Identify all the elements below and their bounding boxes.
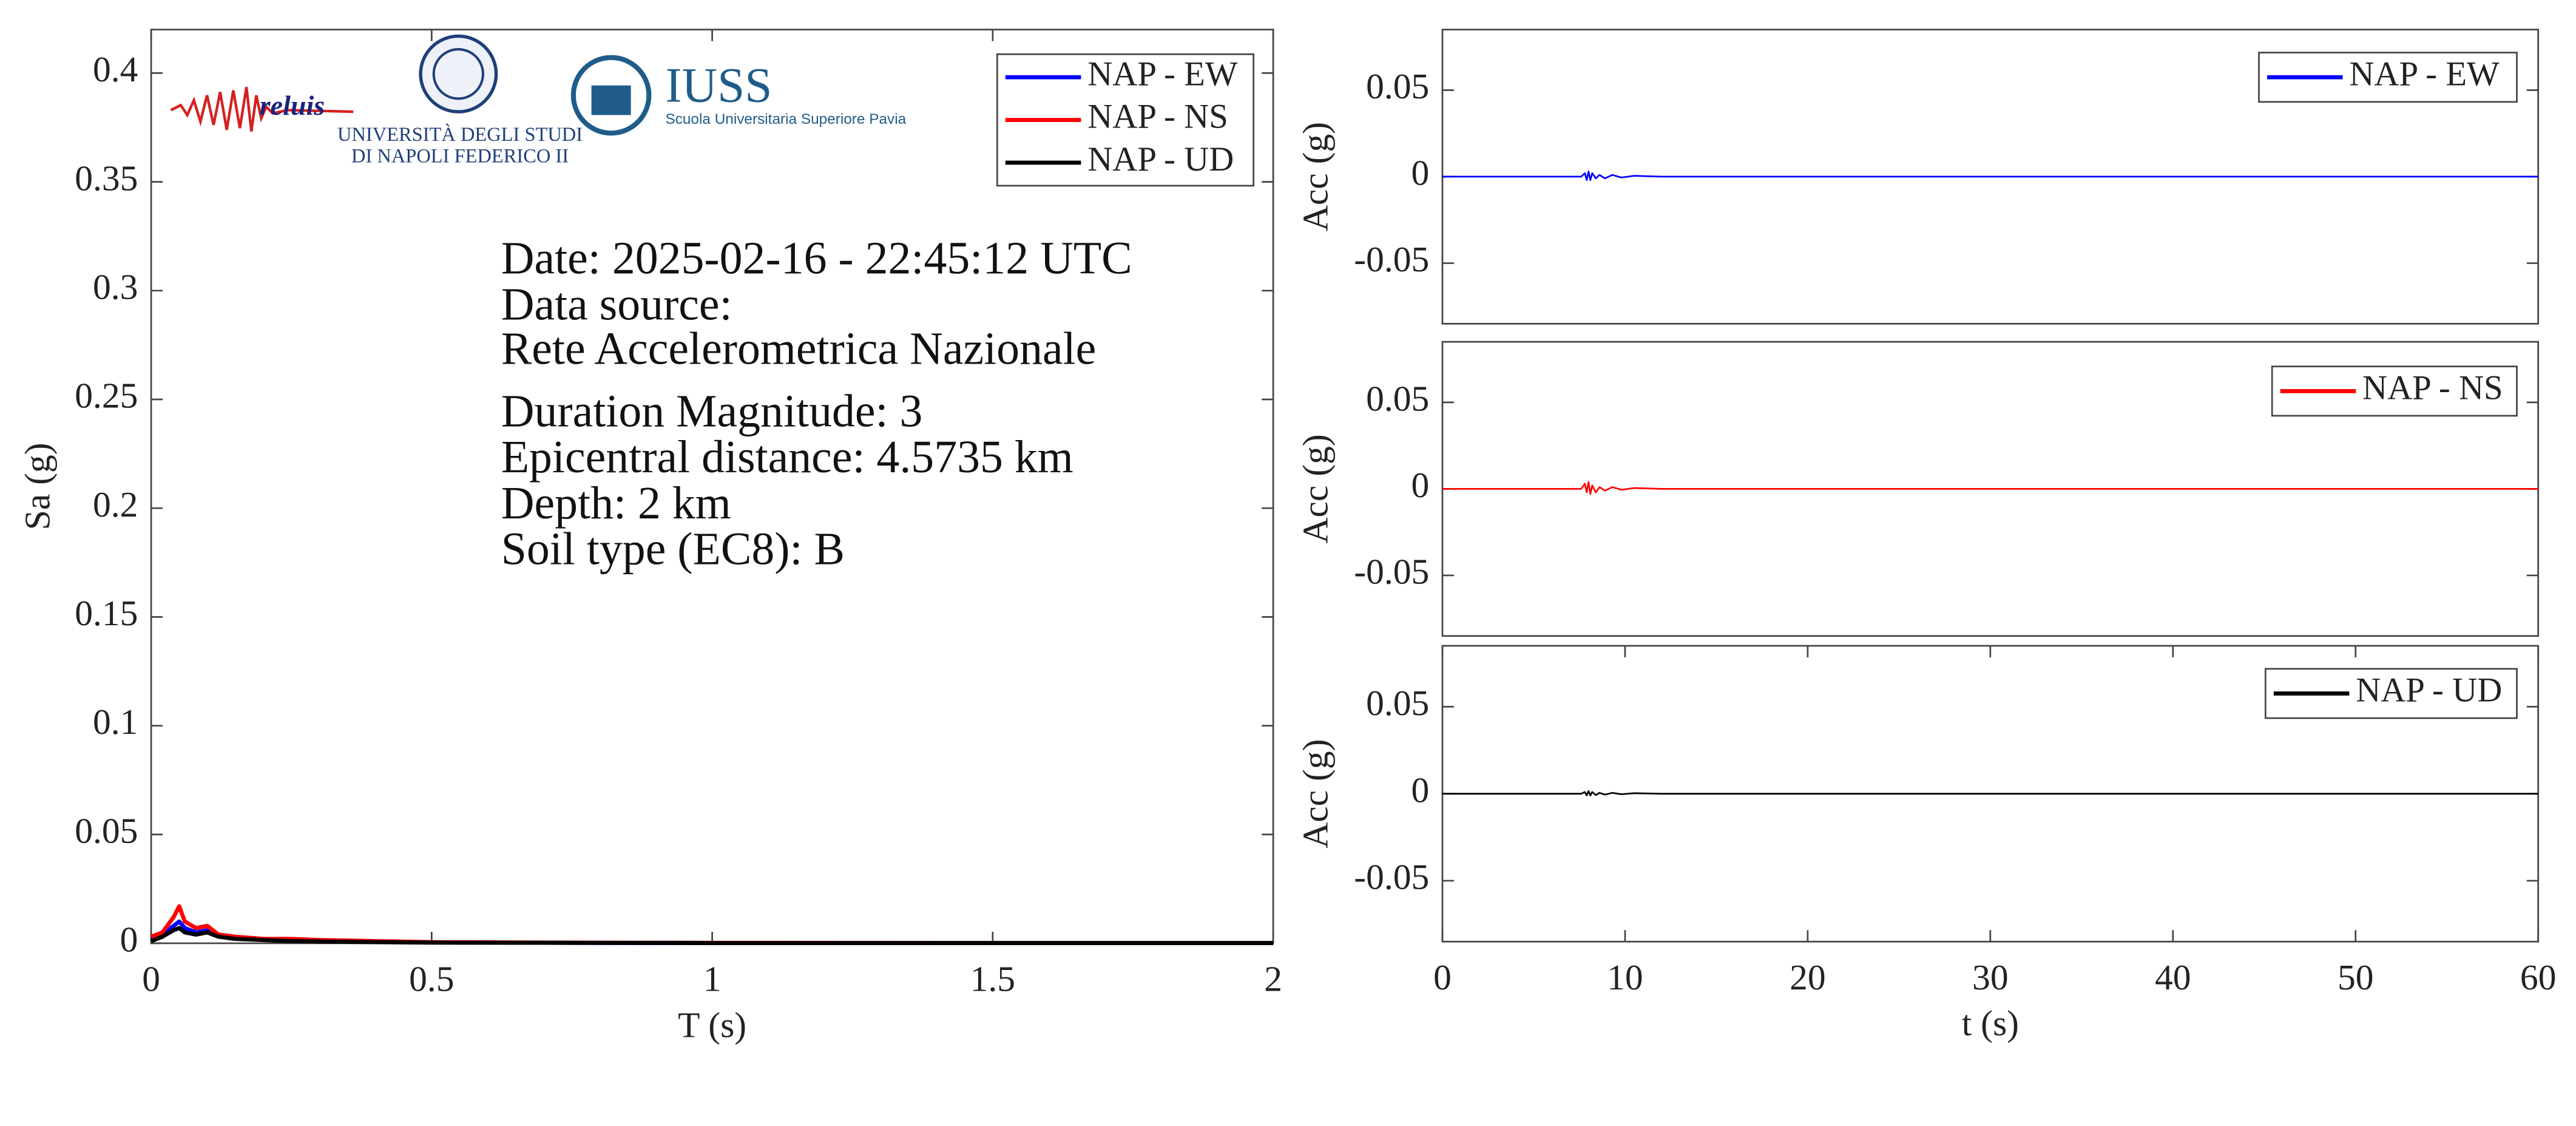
- y-tick-label: 0: [1411, 153, 1430, 193]
- annotation: Duration Magnitude: 3: [501, 385, 923, 436]
- y-axis-label: Acc (g): [1296, 434, 1336, 543]
- y-tick-label: 0.3: [93, 266, 138, 307]
- legend-box: [2264, 668, 2518, 719]
- y-tick-label: 0.35: [75, 158, 138, 198]
- series-line: [1442, 790, 2538, 796]
- logo-unina: [419, 34, 498, 114]
- annotation: Depth: 2 km: [501, 478, 731, 529]
- legend-label: NAP - UD: [1087, 140, 1234, 178]
- logo-iuss: [570, 55, 652, 136]
- y-tick-label: 0.25: [75, 376, 138, 416]
- logo-text: UNIVERSITÀ DEGLI STUDI: [337, 124, 583, 146]
- logo-text: reluis: [260, 90, 325, 121]
- series-line: [1442, 171, 2538, 181]
- y-tick-label: 0.05: [75, 810, 138, 850]
- x-axis-label: T (s): [678, 1005, 746, 1045]
- seismogram-icon: [170, 87, 354, 132]
- legend-label: NAP - NS: [1087, 98, 1228, 136]
- x-tick-label: 0: [142, 959, 160, 999]
- legend-label: NAP - NS: [2362, 368, 2503, 407]
- logo-text: IUSS: [665, 58, 772, 113]
- y-axis-label: Sa (g): [17, 443, 57, 530]
- x-tick-label: 0: [1433, 957, 1452, 997]
- x-tick-label: 1.5: [970, 959, 1015, 999]
- legend-label: NAP - EW: [2349, 55, 2500, 93]
- legend-label: NAP - EW: [1087, 55, 1238, 93]
- series-line: [150, 926, 1274, 945]
- series-line: [1442, 481, 2538, 495]
- y-tick-label: 0.05: [1366, 379, 1429, 419]
- annotation: Rete Accelerometrica Nazionale: [501, 323, 1097, 374]
- y-tick-label: 0.15: [75, 593, 138, 633]
- x-tick-label: 20: [1790, 957, 1826, 997]
- x-tick-label: 0.5: [409, 959, 454, 999]
- y-tick-label: 0.1: [93, 702, 138, 742]
- x-tick-label: 60: [2520, 957, 2557, 997]
- annotation: Data source:: [501, 279, 732, 330]
- annotation: Soil type (EC8): B: [501, 524, 845, 575]
- y-tick-label: 0.4: [93, 49, 138, 89]
- x-tick-label: 50: [2338, 957, 2374, 997]
- logo-reluis: [170, 87, 354, 132]
- y-tick-label: 0.05: [1366, 66, 1429, 106]
- iuss-building: [591, 85, 631, 115]
- x-tick-label: 2: [1264, 959, 1282, 999]
- y-tick-label: -0.05: [1354, 239, 1429, 279]
- annotation: Epicentral distance: 4.5735 km: [501, 432, 1073, 483]
- x-tick-label: 1: [703, 959, 722, 999]
- logo-text: DI NAPOLI FEDERICO II: [351, 145, 569, 167]
- x-tick-label: 30: [1972, 957, 2009, 997]
- y-tick-label: 0.2: [93, 484, 138, 524]
- seal: [419, 34, 498, 114]
- y-axis-label: Acc (g): [1296, 739, 1336, 849]
- y-tick-label: 0.05: [1366, 683, 1429, 723]
- seal-inner: [432, 48, 484, 100]
- y-tick-label: -0.05: [1354, 552, 1429, 592]
- y-tick-label: 0: [1411, 770, 1430, 810]
- logo-text: Scuola Universitaria Superiore Pavia: [665, 111, 906, 127]
- annotation: Date: 2025-02-16 - 22:45:12 UTC: [501, 233, 1132, 284]
- y-tick-label: -0.05: [1354, 857, 1429, 897]
- x-tick-label: 10: [1607, 957, 1643, 997]
- y-tick-label: 0: [120, 920, 138, 960]
- y-tick-label: 0: [1411, 465, 1430, 505]
- x-axis-label: t (s): [1962, 1003, 2019, 1043]
- legend-label: NAP - UD: [2356, 671, 2502, 710]
- y-axis-label: Acc (g): [1296, 122, 1336, 231]
- x-tick-label: 40: [2155, 957, 2191, 997]
